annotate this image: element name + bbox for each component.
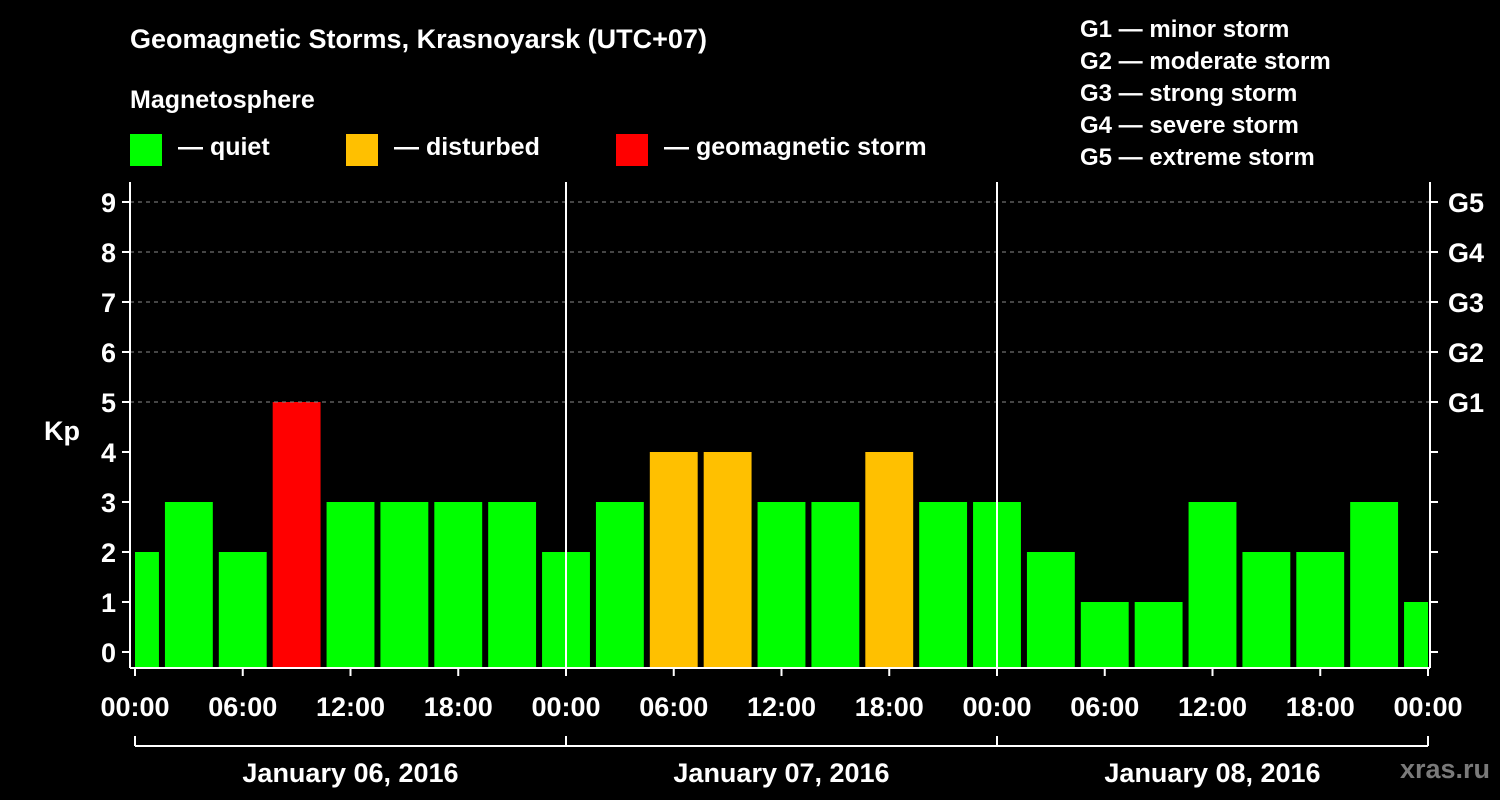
x-tick-label: 18:00 (424, 692, 493, 722)
kp-bar (1242, 552, 1291, 668)
y-tick-label: 8 (101, 238, 116, 268)
legend-label-storm: — geomagnetic storm (664, 133, 927, 161)
magnetosphere-label: Magnetosphere (130, 86, 315, 114)
x-tick-label: 00:00 (962, 692, 1031, 722)
x-tick-label: 00:00 (100, 692, 169, 722)
y-tick-label: 3 (101, 488, 116, 518)
storm-scale-g4: G4 — severe storm (1080, 112, 1299, 139)
y-tick-label: 7 (101, 288, 116, 318)
x-tick-label: 12:00 (747, 692, 816, 722)
y-tick-label: 0 (101, 638, 116, 668)
storm-level-label: G1 (1448, 388, 1484, 418)
storm-scale-g3: G3 — strong storm (1080, 80, 1298, 107)
x-tick-label: 12:00 (1178, 692, 1247, 722)
kp-bar (757, 502, 806, 668)
day-label: January 06, 2016 (242, 758, 458, 788)
kp-bar (380, 502, 429, 668)
chart-title: Geomagnetic Storms, Krasnoyarsk (UTC+07) (130, 24, 707, 54)
storm-level-label: G3 (1448, 288, 1484, 318)
y-tick-label: 1 (101, 588, 116, 618)
kp-bar (649, 452, 698, 668)
x-tick-label: 00:00 (531, 692, 600, 722)
storm-level-label: G2 (1448, 338, 1484, 368)
kp-bar (1296, 552, 1345, 668)
legend-swatch-quiet (130, 134, 162, 166)
day-label: January 08, 2016 (1104, 758, 1320, 788)
legend-label-quiet: — quiet (178, 133, 270, 161)
kp-bar (1350, 502, 1399, 668)
legend-swatch-disturbed (346, 134, 378, 166)
x-tick-label: 18:00 (855, 692, 924, 722)
kp-bar (135, 552, 159, 668)
kp-bar (1134, 602, 1183, 668)
x-tick-label: 06:00 (208, 692, 277, 722)
kp-bar (326, 502, 375, 668)
kp-bar (272, 402, 321, 668)
kp-bar (595, 502, 644, 668)
storm-level-label: G5 (1448, 188, 1484, 218)
kp-bar (703, 452, 752, 668)
y-tick-label: 9 (101, 188, 116, 218)
day-label: January 07, 2016 (673, 758, 889, 788)
storm-scale-g5: G5 — extreme storm (1080, 144, 1315, 171)
legend-label-disturbed: — disturbed (394, 133, 540, 161)
y-tick-label: 6 (101, 338, 116, 368)
storm-scale-g2: G2 — moderate storm (1080, 48, 1331, 75)
kp-bar (1026, 552, 1075, 668)
kp-bar (919, 502, 968, 668)
storm-scale-g1: G1 — minor storm (1080, 16, 1290, 43)
watermark: xras.ru (1399, 754, 1490, 784)
storm-level-label: G4 (1448, 238, 1484, 268)
kp-bar (1404, 602, 1428, 668)
y-tick-label: 4 (101, 438, 116, 468)
legend-swatch-storm (616, 134, 648, 166)
y-axis-label: Kp (44, 416, 80, 446)
kp-bar (434, 502, 483, 668)
kp-bar (811, 502, 860, 668)
kp-bar (164, 502, 213, 668)
y-tick-label: 5 (101, 388, 116, 418)
kp-bar (865, 452, 914, 668)
kp-bar (1080, 602, 1129, 668)
x-tick-label: 06:00 (1070, 692, 1139, 722)
x-tick-label: 06:00 (639, 692, 708, 722)
x-tick-label: 12:00 (316, 692, 385, 722)
kp-bar (488, 502, 537, 668)
y-tick-label: 2 (101, 538, 116, 568)
kp-bar (1188, 502, 1237, 668)
x-tick-label: 18:00 (1286, 692, 1355, 722)
x-tick-label: 00:00 (1393, 692, 1462, 722)
kp-bar (218, 552, 267, 668)
